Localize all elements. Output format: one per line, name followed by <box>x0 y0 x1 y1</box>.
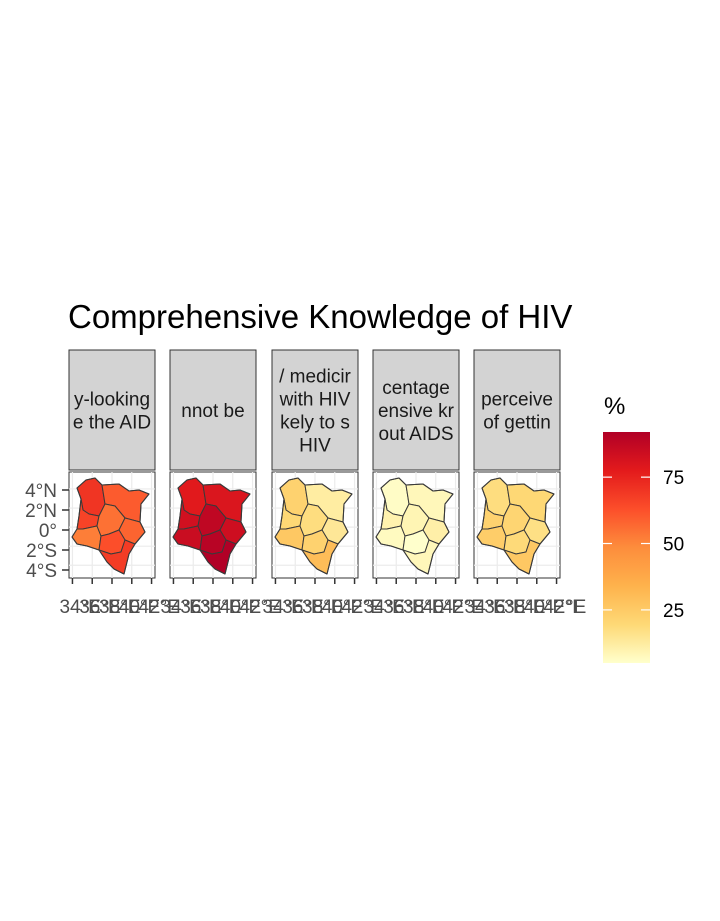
y-tick-label: 2°N <box>25 501 57 522</box>
x-tick-label: 36°E <box>180 597 221 618</box>
x-tick-label: 38°E <box>99 597 140 618</box>
x-tick-label: 34°E <box>160 597 201 618</box>
facet-strip-label: ensive kr <box>378 401 455 422</box>
x-tick-label-last: °E <box>566 597 586 618</box>
x-tick-label: 40°E <box>119 597 160 618</box>
x-tick-label: 34°E <box>363 597 404 618</box>
facet-strip-label: with HIV <box>279 390 351 411</box>
facet-strip <box>271 349 359 471</box>
kenya-map <box>71 477 150 575</box>
legend-tick-label: 50 <box>663 535 684 556</box>
x-tick-label: 38°E <box>200 597 241 618</box>
kenya-map <box>375 477 454 575</box>
x-tick-label: 36°E <box>383 597 424 618</box>
x-tick-label: 40°E <box>524 597 565 618</box>
kenya-map <box>274 477 353 575</box>
legend-tick-label: 75 <box>663 468 684 489</box>
facet-strip-label: e the AID <box>73 413 151 434</box>
facet-strip-label: perceive <box>481 390 553 411</box>
x-tick-label: 36°E <box>484 597 525 618</box>
x-tick-label: 42°E <box>544 597 585 618</box>
x-tick-label: 38°E <box>302 597 343 618</box>
facet-strip <box>372 349 460 471</box>
x-tick-label: 42°E <box>139 597 180 618</box>
x-tick-label: 34°E <box>262 597 303 618</box>
x-tick-label: 38°E <box>403 597 444 618</box>
facet-strip-label: kely to s <box>280 413 350 434</box>
facet-strip <box>473 349 561 471</box>
facet-strip <box>169 349 257 471</box>
legend-tick-label: 25 <box>663 601 684 622</box>
kenya-map <box>476 477 555 575</box>
x-tick-label: 42°E <box>240 597 281 618</box>
facet-strip-label: y-looking <box>74 390 150 411</box>
x-tick-label: 40°E <box>220 597 261 618</box>
facet-strip <box>68 349 156 471</box>
facet-panel-2: nnot be 34°E36°E38°E40°E42°E <box>160 349 281 618</box>
legend-colorbar <box>603 432 650 663</box>
y-axis: 4°N2°N0°2°S4°S <box>25 481 69 582</box>
facet-strip-label: centage <box>382 378 450 399</box>
x-tick-label: 42°E <box>342 597 383 618</box>
x-tick-label: 34°E <box>59 597 100 618</box>
x-tick-label: 40°E <box>322 597 363 618</box>
x-tick-label: 38°E <box>504 597 545 618</box>
facet-strip-label: HIV <box>299 436 331 457</box>
color-legend: % 25 50 75 <box>603 393 684 663</box>
y-tick-label: 4°N <box>25 481 57 502</box>
y-tick-label: 4°S <box>26 561 57 582</box>
facet-strip-label: nnot be <box>181 401 244 422</box>
x-tick-label: 36°E <box>282 597 323 618</box>
kenya-map <box>172 477 251 575</box>
facet-strip-label: out AIDS <box>379 424 454 445</box>
legend-title: % <box>604 393 625 420</box>
x-tick-label: 36°E <box>79 597 120 618</box>
y-tick-label: 2°S <box>26 541 57 562</box>
facet-strip-label: of gettin <box>483 413 551 434</box>
facet-strip-label: / medicir <box>279 367 351 388</box>
x-tick-label: 34°E <box>464 597 505 618</box>
x-tick-label: 40°E <box>423 597 464 618</box>
y-tick-label: 0° <box>39 521 57 542</box>
x-tick-label: 42°E <box>443 597 484 618</box>
chart-title: Comprehensive Knowledge of HIV <box>68 298 572 335</box>
